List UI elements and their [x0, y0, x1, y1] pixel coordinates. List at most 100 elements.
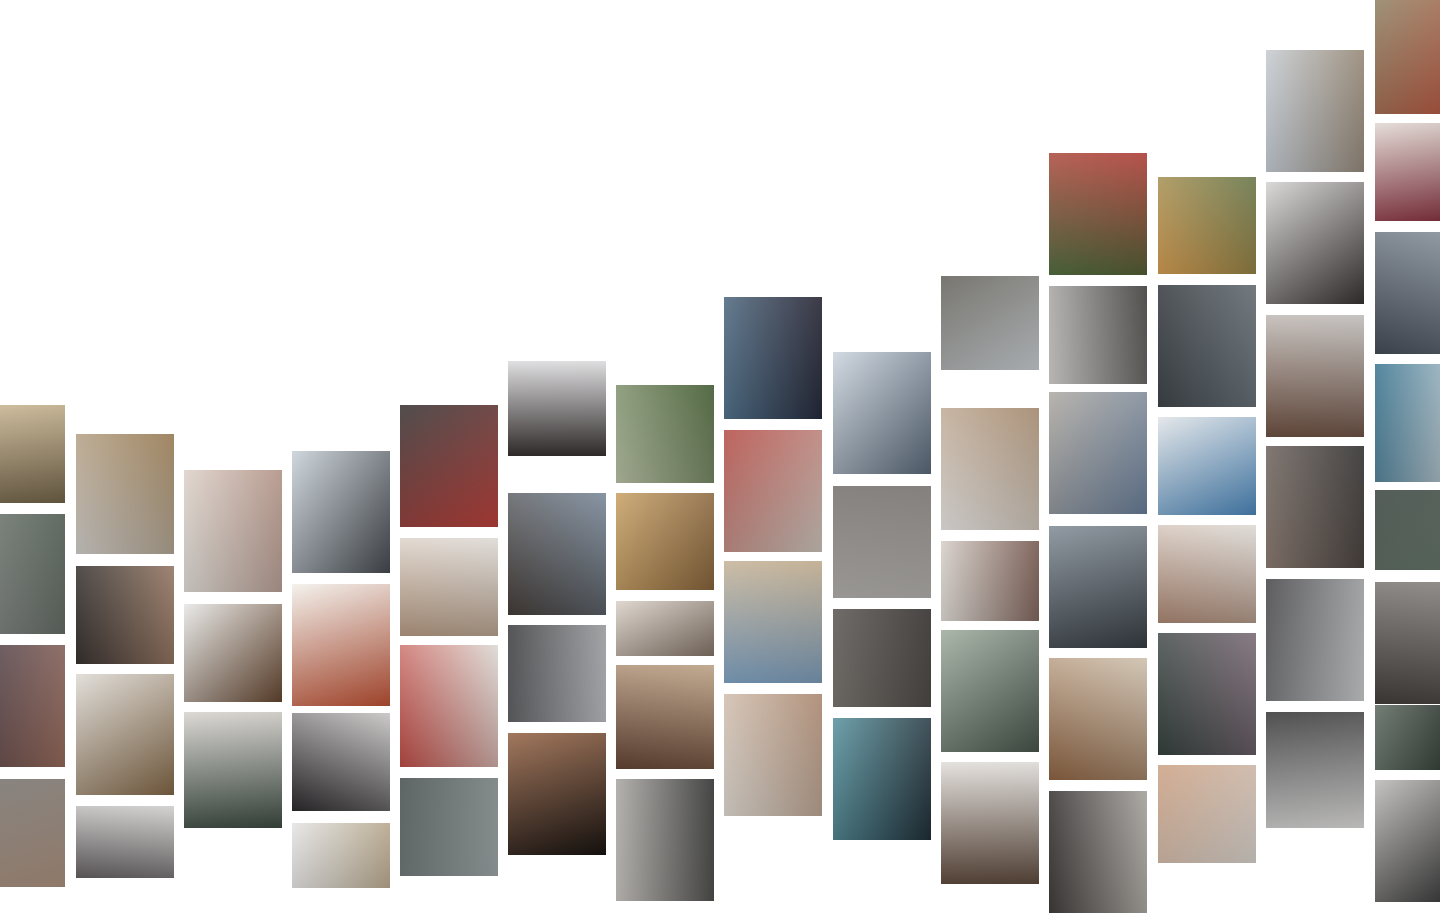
photo-shade [1158, 285, 1256, 407]
photo-shade [1158, 633, 1256, 755]
photo-brownstone-steps[interactable] [616, 665, 714, 769]
photo-shade [508, 361, 606, 456]
photo-makeup-swatches[interactable] [1375, 123, 1440, 221]
photo-lake-reflection[interactable] [833, 718, 931, 840]
photo-woman-on-bed[interactable] [1158, 525, 1256, 623]
photo-food-on-table[interactable] [0, 405, 65, 503]
photo-shade [1375, 780, 1440, 902]
photo-shade [1266, 50, 1364, 172]
photo-shade [1375, 364, 1440, 482]
photo-butterfly-chair[interactable] [941, 408, 1039, 530]
photo-man-mirror[interactable] [1266, 446, 1364, 568]
photo-shade [0, 645, 65, 767]
photo-mother-daughter[interactable] [724, 694, 822, 816]
photo-woman-laptop-bed[interactable] [1266, 182, 1364, 304]
photo-campfire-snow[interactable] [508, 493, 606, 615]
photo-road-to-mountains[interactable] [941, 276, 1039, 370]
photo-woman-exercise-ball[interactable] [1158, 417, 1256, 515]
photo-woman-denim-shirt[interactable] [1049, 392, 1147, 514]
photo-lake-sunset-aerial[interactable] [1158, 633, 1256, 755]
photo-shade [1049, 392, 1147, 514]
photo-shade [941, 408, 1039, 530]
photo-shade [941, 276, 1039, 370]
photo-shade [508, 733, 606, 855]
photo-shade [1375, 705, 1440, 770]
photo-car-with-dog[interactable] [292, 823, 390, 888]
photo-shade [1266, 446, 1364, 568]
photo-shade [724, 297, 822, 419]
photo-flowers-in-hand[interactable] [616, 779, 714, 901]
photo-coffee-makeup-flatlay[interactable] [941, 541, 1039, 621]
photo-shade [400, 645, 498, 767]
photo-airplane-overhead[interactable] [508, 625, 606, 722]
photo-shade [184, 712, 282, 828]
photo-shade [0, 514, 65, 634]
photo-woman-with-camera[interactable] [0, 645, 65, 767]
photo-smiling-blonde-woman[interactable] [1158, 765, 1256, 863]
photo-woman-on-rocks[interactable] [0, 779, 65, 887]
photo-city-skyline[interactable] [1375, 232, 1440, 354]
photo-hiker-mountains[interactable] [724, 561, 822, 683]
photo-autumn-forest-woman[interactable] [1158, 177, 1256, 274]
photo-hair-with-flowers[interactable] [941, 762, 1039, 884]
photo-woman-red-bag[interactable] [1049, 153, 1147, 275]
photo-car-dashboard[interactable] [1375, 705, 1440, 770]
photo-woman-in-car[interactable] [1266, 579, 1364, 701]
photo-shade [292, 823, 390, 888]
photo-shade [1049, 526, 1147, 648]
photo-misty-lake[interactable] [0, 514, 65, 634]
photo-sunglasses-sketch[interactable] [1049, 286, 1147, 384]
photo-shade [76, 674, 174, 795]
photo-coffee-table-flatlay[interactable] [1049, 658, 1147, 780]
photo-building-facade[interactable] [1266, 50, 1364, 172]
photo-woman-white-tee[interactable] [1266, 315, 1364, 437]
photo-shade [1049, 286, 1147, 384]
photo-city-street[interactable] [833, 609, 931, 707]
photo-snowboarder[interactable] [1375, 364, 1440, 482]
photo-cat-sleeping[interactable] [616, 601, 714, 656]
photo-chanel-tray[interactable] [1266, 712, 1364, 828]
photo-shade [1375, 0, 1440, 114]
photo-shade [292, 451, 390, 573]
photo-magazine-on-bed[interactable] [184, 712, 282, 828]
photo-home-office[interactable] [1049, 791, 1147, 913]
photo-shade [76, 806, 174, 878]
photo-man-on-stairs[interactable] [1375, 780, 1440, 902]
photo-shade [1375, 490, 1440, 570]
photo-shade [1158, 765, 1256, 863]
photo-market-street[interactable] [1375, 0, 1440, 114]
photo-bowl-of-nuts[interactable] [76, 434, 174, 554]
photo-flowers-coffee-flatlay[interactable] [400, 405, 498, 527]
photo-woman-in-snow[interactable] [508, 361, 606, 456]
photo-fruit-basket[interactable] [400, 645, 498, 767]
photo-wooden-wall[interactable] [1375, 582, 1440, 704]
photo-shade [400, 778, 498, 876]
photo-shade [1266, 182, 1364, 304]
photo-city-aerial[interactable] [1049, 526, 1147, 648]
photo-mountain-lake-group[interactable] [292, 451, 390, 573]
photo-shade [1049, 153, 1147, 275]
photo-skyscrapers-up[interactable] [833, 352, 931, 474]
photo-fire-escape-stairs[interactable] [1158, 285, 1256, 407]
photo-shade [833, 718, 931, 840]
photo-forest-couple[interactable] [941, 630, 1039, 752]
photo-woman-in-white[interactable] [400, 538, 498, 636]
photo-shade [1375, 232, 1440, 354]
photo-flatlay-knife-bread[interactable] [76, 674, 174, 795]
photo-woman-in-black[interactable] [292, 713, 390, 811]
photo-palm-leaves-woman[interactable] [616, 385, 714, 483]
photo-fruit-vegetables[interactable] [292, 584, 390, 706]
photo-pillow-fort[interactable] [833, 486, 931, 598]
photo-tunnel-lights[interactable] [508, 733, 606, 855]
photo-woman-in-hat[interactable] [76, 566, 174, 664]
photo-starry-night[interactable] [724, 297, 822, 419]
photo-white-bedding-flatlay[interactable] [76, 806, 174, 878]
photo-shade [1266, 315, 1364, 437]
photo-shade [76, 566, 174, 664]
photo-woman-brick-wall[interactable] [184, 604, 282, 702]
photo-cheese-board[interactable] [724, 430, 822, 552]
photo-boathouse-reflection[interactable] [400, 778, 498, 876]
photo-wooden-circle[interactable] [616, 493, 714, 590]
photo-lake-hiker[interactable] [1375, 490, 1440, 570]
photo-nursery-shelves[interactable] [184, 470, 282, 592]
